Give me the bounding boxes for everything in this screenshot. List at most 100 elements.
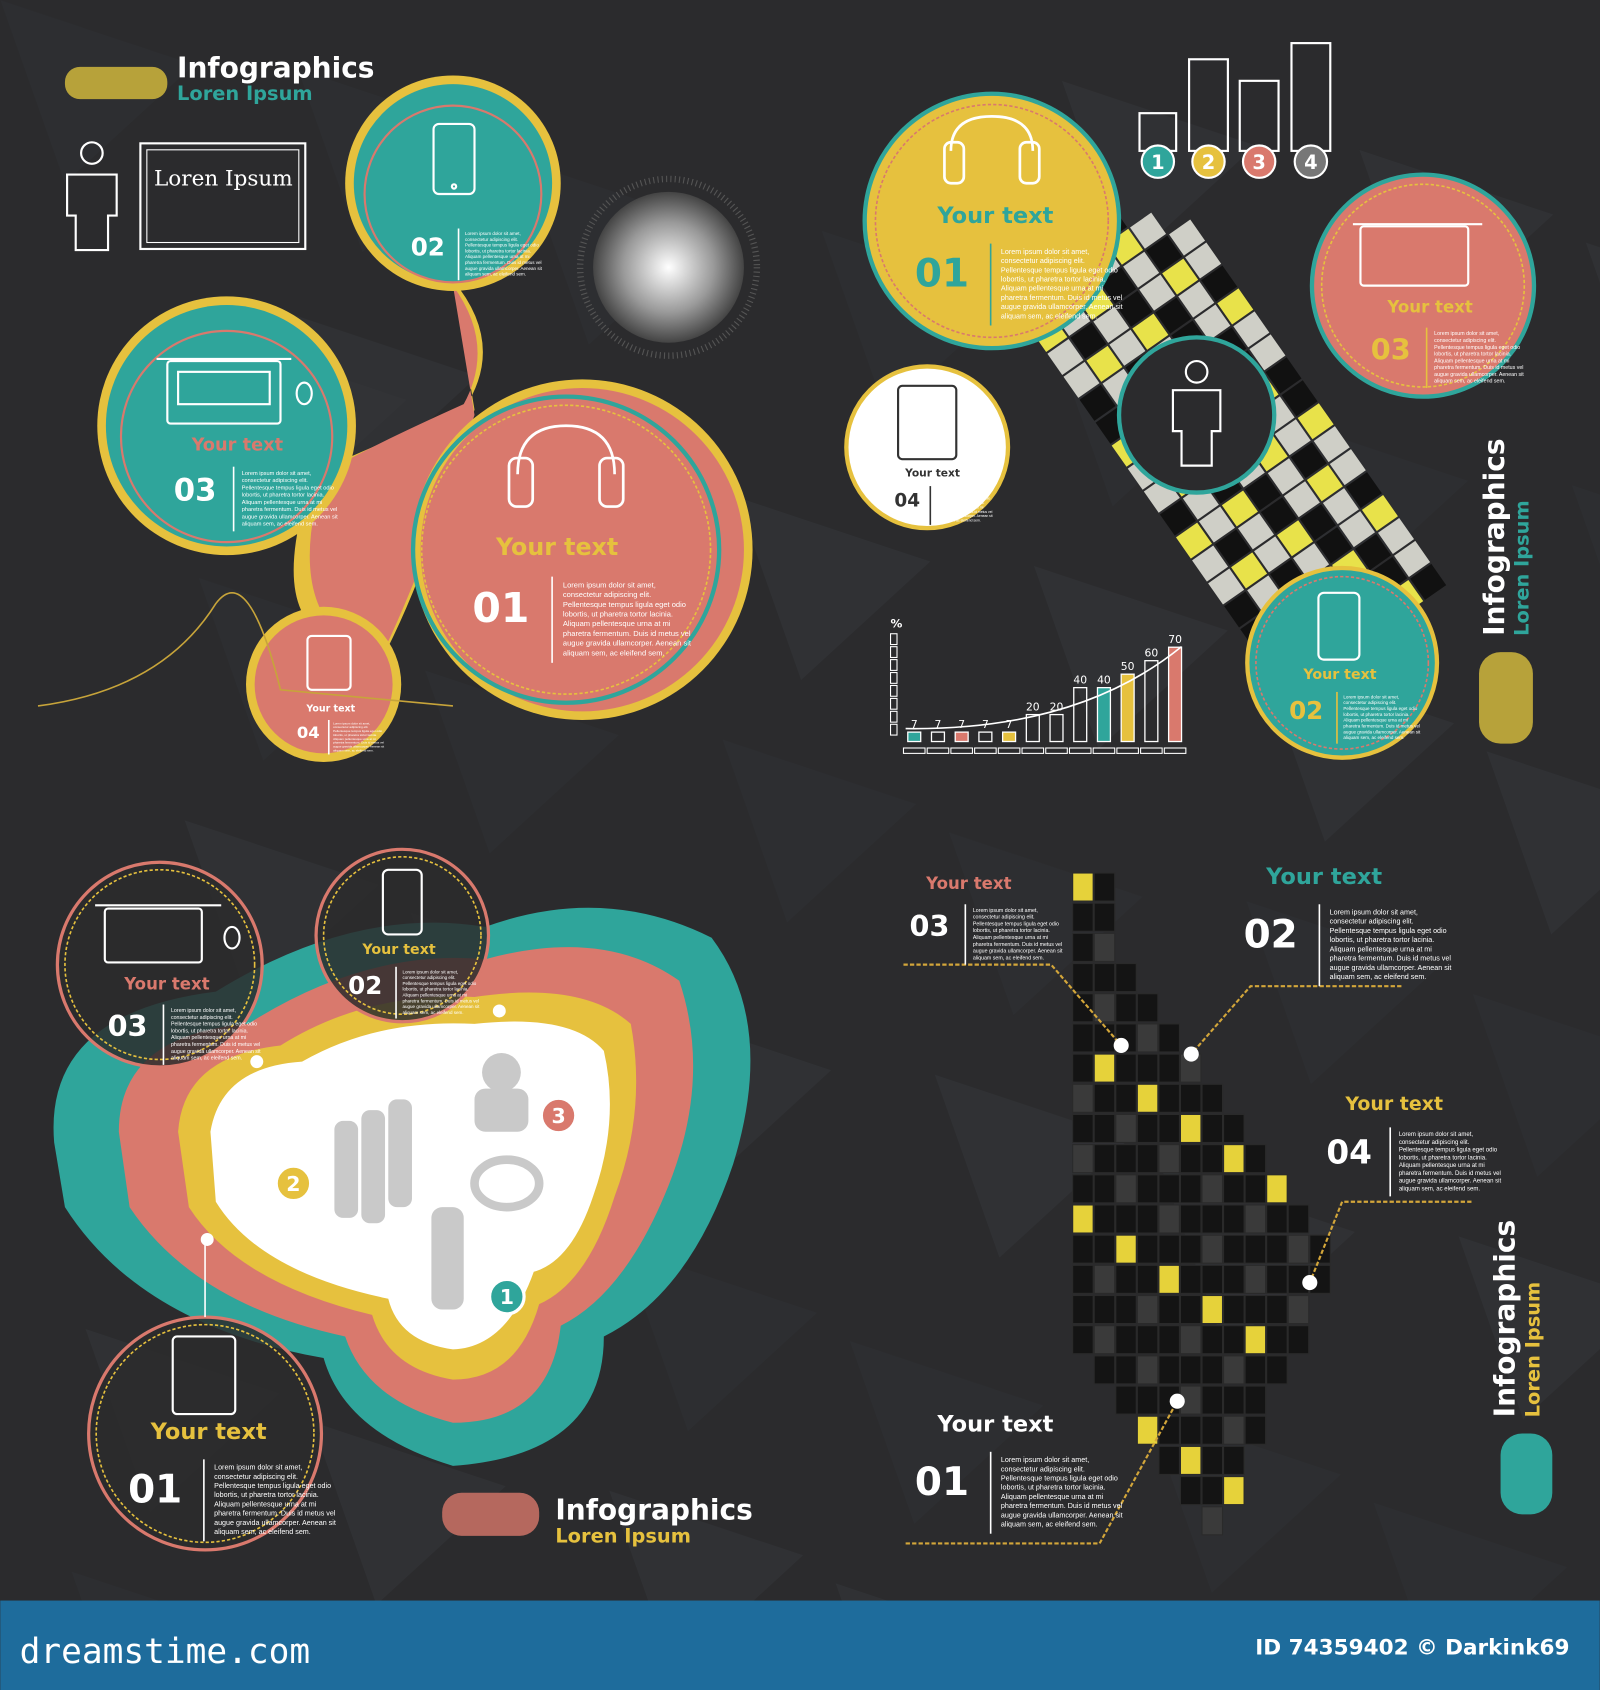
body-text-line: Aliquam pellentesque urna at mi: [333, 737, 376, 741]
tablet-icon: [897, 384, 958, 461]
pixel-block: [1201, 1083, 1224, 1113]
body-text-line: Aliquam pellentesque urna at mi: [1330, 945, 1433, 953]
pixel-block: [1158, 1204, 1180, 1234]
pixel-block: [1158, 1325, 1180, 1355]
q2-subtitle: Loren Ipsum: [1511, 500, 1534, 636]
body-text-line: Aliquam pellentesque urna at mi: [935, 505, 983, 509]
body-text-line: Aliquam pellentesque urna at mi: [1434, 358, 1509, 364]
pixel-block: [1281, 380, 1318, 417]
trend-curve: [905, 646, 1183, 730]
item-number: 01: [915, 1460, 969, 1505]
y-scale-segment: [889, 710, 898, 723]
body-text-line: Pellentesque tempus ligula eget odio: [465, 243, 539, 248]
body-text-line: Pellentesque tempus ligula eget odio: [1399, 1148, 1498, 1154]
body-text-line: Aliquam pellentesque urna at mi: [1001, 285, 1104, 293]
body-text-line: Pellentesque tempus ligula eget odio: [214, 1482, 331, 1490]
pixel-block: [1244, 474, 1281, 511]
body-text-line: Aliquam pellentesque urna at mi: [171, 1035, 246, 1041]
pixel-block: [1309, 1234, 1331, 1264]
bar: [1144, 660, 1159, 743]
pixel-block: [1201, 1204, 1224, 1234]
body-text-line: lobortis, ut pharetra tortor lacinia.: [333, 733, 377, 737]
body-text-line: augue gravida ullamcorper. Aenean sit: [242, 514, 338, 520]
body-text-line: lobortis, ut pharetra tortor lacinia.: [1343, 712, 1409, 717]
body-text-line: pharetra fermentum. Duis id metus vel: [1434, 365, 1523, 371]
pixel-block: [1224, 591, 1261, 628]
body-text-line: pharetra fermentum. Duis id metus vel: [403, 998, 480, 1003]
body-text-line: Pellentesque tempus ligula eget odio: [1001, 1474, 1118, 1482]
background-facet: [934, 1074, 1129, 1258]
number-badge: [539, 1096, 578, 1135]
pixel-block: [1178, 281, 1215, 318]
tablet-icon: [171, 1335, 237, 1416]
text-block: Your text 02 Lorem ipsum dolor sit amet,co…: [348, 942, 480, 1019]
bar-value-label: 7: [1006, 718, 1013, 731]
background-facet: [722, 739, 917, 923]
pixel-block: [1072, 1204, 1094, 1234]
body-text-line: augue gravida ullamcorper. Aenean sit: [171, 1049, 261, 1055]
body-text-line: Lorem ipsum dolor sit amet,: [973, 908, 1038, 914]
x-tick-box: [950, 747, 973, 754]
q1-title: Infographics: [177, 52, 374, 85]
background-facet: [1472, 993, 1600, 1177]
x-tick-box: [974, 747, 997, 754]
body-text-line: Pellentesque tempus ligula eget odio: [171, 1022, 257, 1028]
pixel-block: [1179, 1355, 1202, 1385]
item-label: Your text: [1344, 1093, 1443, 1115]
pixel-block: [1223, 1325, 1245, 1355]
number-badge: [487, 1277, 526, 1316]
pixel-block: [1175, 522, 1213, 559]
q4-subtitle: Loren Ipsum: [1521, 1282, 1544, 1418]
x-tick-box: [1163, 747, 1187, 754]
pixel-block: [1329, 449, 1366, 486]
pixel-block: [1093, 1325, 1116, 1355]
pixel-block: [1223, 1234, 1245, 1264]
tablet-icon: [306, 634, 352, 691]
body-text-line: augue gravida ullamcorper. Aenean sit: [465, 266, 543, 271]
x-tick-box: [926, 747, 950, 754]
quadrant-3: 1 2 3 Infographics Loren Ipsum: [53, 847, 753, 1552]
body-text-line: aliquam sem, ac eleifend sem.: [403, 1010, 464, 1015]
item-label: Your text: [1302, 667, 1376, 683]
pixel-block: [1201, 1355, 1224, 1385]
knob[interactable]: [576, 175, 761, 359]
body-text-line: Pellentesque tempus ligula eget odio: [1330, 927, 1447, 935]
footer-brand[interactable]: dreamstime.com: [20, 1632, 311, 1672]
item-circle-ring: [95, 1323, 315, 1544]
pixel-block: [1198, 506, 1235, 543]
pixel-block: [1115, 1113, 1137, 1144]
pixel-block: [1266, 1204, 1288, 1234]
bar: [954, 731, 969, 743]
headphones-icon: [943, 115, 1041, 185]
pixel-block: [1115, 1174, 1137, 1204]
body-text-line: lobortis, ut pharetra tortor lacinia.: [935, 501, 984, 505]
pixel-block: [1115, 1264, 1137, 1294]
body-text-line: lobortis, ut pharetra tortor lacinia.: [1330, 936, 1435, 944]
pixel-block: [1115, 1234, 1137, 1264]
pixel-block: [1179, 1234, 1202, 1264]
body-text-line: Aliquam pellentesque urna at mi: [563, 619, 671, 628]
phone-icon: [381, 868, 423, 936]
text-block: Your text 01 Lorem ipsum dolor sit amet,co…: [915, 203, 1123, 326]
text-block: Your text 03 Lorem ipsum dolor sit amet,co…: [1371, 298, 1524, 389]
pixel-block: [1158, 1294, 1180, 1325]
person-icon: [66, 141, 118, 252]
laptop-icon: [156, 357, 313, 425]
item-number: 03: [1371, 332, 1411, 366]
step-circle: [1191, 144, 1226, 179]
body-text-line: lobortis, ut pharetra tortor lacinia.: [403, 987, 469, 992]
pixel-block: [1223, 1355, 1245, 1385]
pixel-block: [1260, 497, 1297, 534]
pixel-block: [1136, 1204, 1159, 1234]
pixel-block: [1136, 1355, 1159, 1385]
pixel-block: [1072, 993, 1094, 1023]
pixel-block: [1287, 1294, 1310, 1325]
badge-number: 1: [500, 1285, 514, 1309]
body-text-line: aliquam sem, ac eleifend sem.: [465, 272, 526, 277]
pixel-block: [1072, 1113, 1094, 1144]
soundwave-icon: [1500, 1433, 1553, 1515]
body-text-line: Lorem ipsum dolor sit amet,: [171, 1008, 236, 1014]
